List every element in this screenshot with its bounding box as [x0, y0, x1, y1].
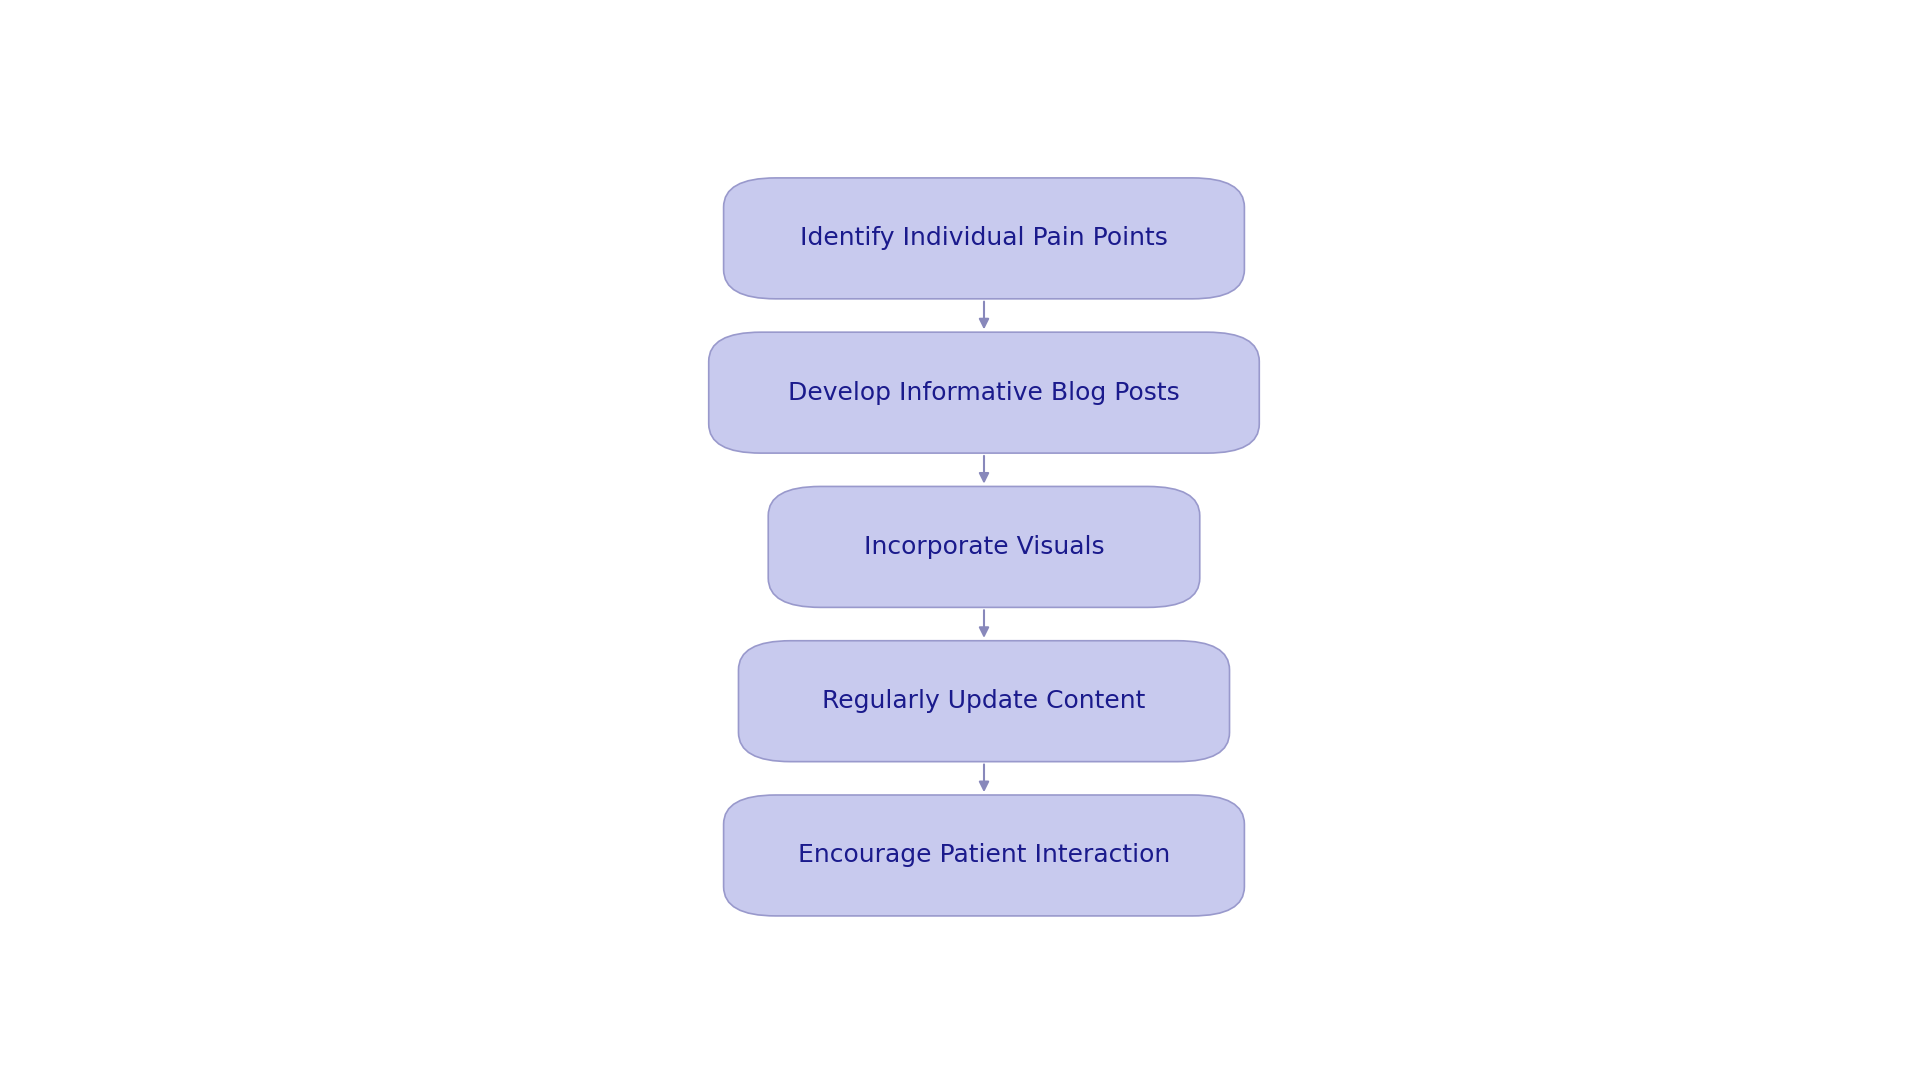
- FancyBboxPatch shape: [708, 332, 1260, 453]
- Text: Incorporate Visuals: Incorporate Visuals: [864, 535, 1104, 559]
- Text: Develop Informative Blog Posts: Develop Informative Blog Posts: [787, 380, 1181, 405]
- FancyBboxPatch shape: [724, 178, 1244, 299]
- FancyBboxPatch shape: [724, 795, 1244, 916]
- Text: Encourage Patient Interaction: Encourage Patient Interaction: [799, 844, 1169, 867]
- Text: Identify Individual Pain Points: Identify Individual Pain Points: [801, 226, 1167, 250]
- FancyBboxPatch shape: [739, 641, 1229, 761]
- Text: Regularly Update Content: Regularly Update Content: [822, 689, 1146, 714]
- FancyBboxPatch shape: [768, 486, 1200, 608]
